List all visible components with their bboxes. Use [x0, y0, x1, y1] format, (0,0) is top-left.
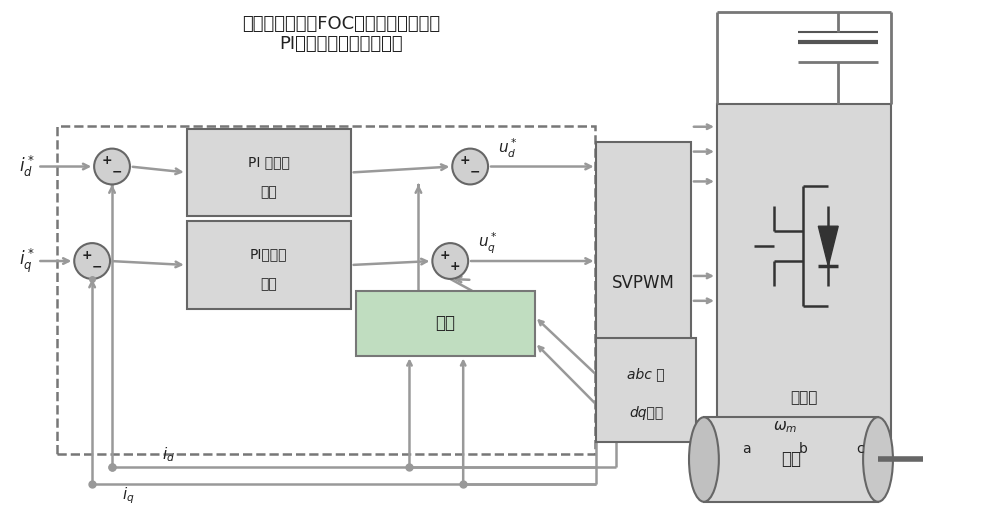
Text: b: b	[799, 442, 808, 456]
Text: SVPWM: SVPWM	[612, 275, 675, 293]
Text: PI 电流控: PI 电流控	[248, 155, 290, 169]
Text: a: a	[742, 442, 751, 456]
Circle shape	[432, 243, 468, 279]
Bar	[704, 417, 878, 502]
Polygon shape	[818, 226, 838, 266]
Text: −: −	[92, 261, 102, 273]
Text: +: +	[102, 154, 112, 167]
Text: PI电流控: PI电流控	[250, 247, 287, 261]
Bar	[596, 338, 696, 442]
Text: $\omega_m$: $\omega_m$	[773, 419, 797, 435]
Ellipse shape	[863, 417, 893, 502]
Text: 解耦: 解耦	[435, 314, 455, 332]
Text: $i_d$: $i_d$	[162, 446, 175, 464]
Bar	[356, 291, 535, 356]
Text: $u_q^*$: $u_q^*$	[478, 230, 498, 255]
Ellipse shape	[689, 417, 719, 502]
Bar	[596, 142, 691, 425]
Text: +: +	[440, 249, 451, 262]
Text: 传统空间矢量（FOC）电机控制技术的: 传统空间矢量（FOC）电机控制技术的	[242, 15, 440, 33]
Bar	[717, 104, 891, 437]
Text: +: +	[82, 249, 92, 262]
Text: $u_d^*$: $u_d^*$	[498, 137, 518, 160]
Bar	[57, 126, 595, 454]
Text: −: −	[470, 166, 480, 179]
Text: 制器: 制器	[260, 277, 277, 292]
Text: $i_q$: $i_q$	[122, 485, 135, 506]
Bar	[187, 129, 351, 216]
Text: c: c	[856, 442, 864, 456]
Bar	[187, 221, 351, 309]
Text: 制器: 制器	[260, 185, 277, 199]
Text: dq坐标: dq坐标	[629, 406, 663, 420]
Circle shape	[74, 243, 110, 279]
Circle shape	[452, 149, 488, 184]
Text: $i_d^*$: $i_d^*$	[19, 154, 34, 179]
Text: 逆变器: 逆变器	[790, 390, 818, 405]
Text: $i_q^*$: $i_q^*$	[19, 247, 34, 275]
Circle shape	[94, 149, 130, 184]
Text: +: +	[450, 261, 461, 273]
Text: +: +	[460, 154, 470, 167]
Text: 电机: 电机	[781, 450, 801, 468]
Text: −: −	[112, 166, 122, 179]
Text: abc 转: abc 转	[627, 367, 665, 381]
Text: PI控制器和电流解耦模块: PI控制器和电流解耦模块	[279, 35, 403, 53]
